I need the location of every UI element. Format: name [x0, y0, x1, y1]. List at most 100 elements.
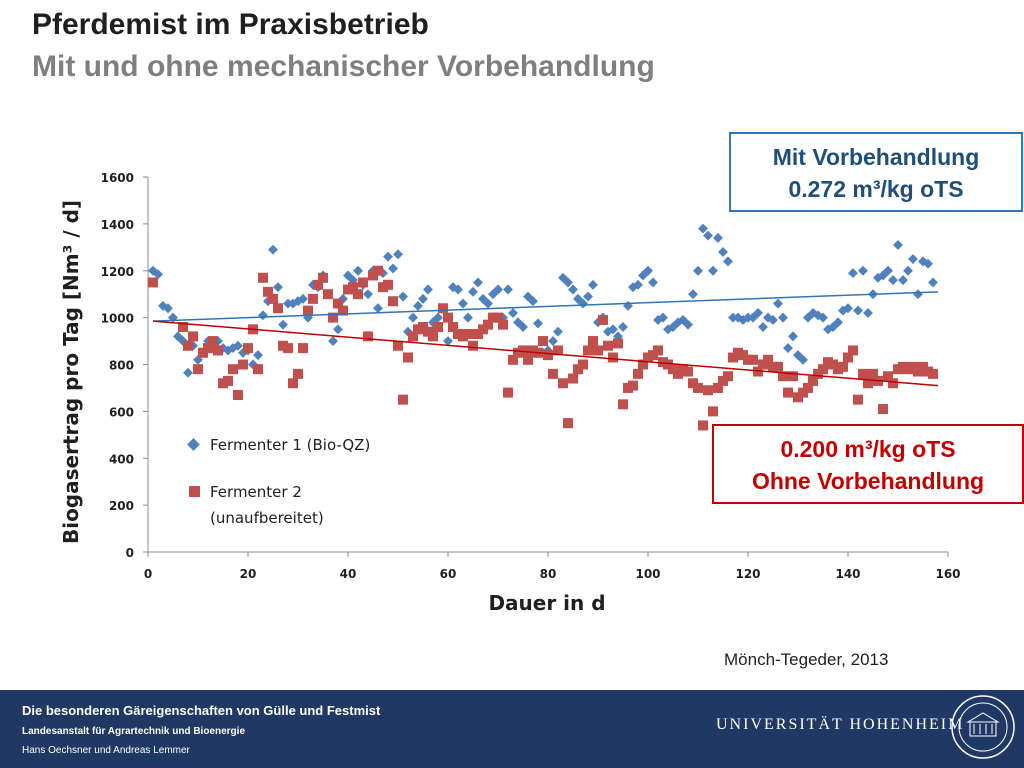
- data-point-fermenter-2: [383, 279, 393, 290]
- data-point-fermenter-1: [493, 284, 503, 295]
- data-point-fermenter-2: [468, 340, 478, 351]
- data-point-fermenter-2: [838, 361, 848, 372]
- data-point-fermenter-2: [463, 329, 473, 340]
- data-point-fermenter-1: [863, 307, 873, 318]
- legend-label-fermenter-1: Fermenter 1 (Bio-QZ): [210, 436, 370, 454]
- data-point-fermenter-1: [683, 319, 693, 330]
- data-point-fermenter-2: [213, 345, 223, 356]
- data-point-fermenter-2: [443, 312, 453, 323]
- data-point-fermenter-1: [753, 307, 763, 318]
- x-tick-label: 140: [835, 567, 860, 581]
- data-point-fermenter-2: [353, 289, 363, 300]
- data-point-fermenter-1: [568, 284, 578, 295]
- data-point-fermenter-2: [298, 343, 308, 354]
- data-point-fermenter-2: [253, 364, 263, 375]
- data-point-fermenter-2: [193, 364, 203, 375]
- data-point-fermenter-1: [783, 343, 793, 354]
- x-axis-label: Dauer in d: [488, 591, 605, 615]
- data-point-fermenter-1: [708, 265, 718, 276]
- data-point-fermenter-1: [468, 286, 478, 297]
- data-point-fermenter-1: [273, 282, 283, 293]
- data-point-fermenter-2: [693, 382, 703, 393]
- data-point-fermenter-2: [558, 378, 568, 389]
- data-point-fermenter-1: [903, 265, 913, 276]
- x-tick-label: 80: [540, 567, 557, 581]
- data-point-fermenter-2: [393, 340, 403, 351]
- data-point-fermenter-2: [233, 389, 243, 400]
- data-point-fermenter-1: [483, 298, 493, 309]
- data-point-fermenter-2: [388, 296, 398, 307]
- data-point-fermenter-2: [553, 345, 563, 356]
- y-tick-label: 1400: [101, 218, 134, 232]
- data-point-fermenter-1: [443, 336, 453, 347]
- x-tick-label: 60: [440, 567, 457, 581]
- data-point-fermenter-2: [628, 380, 638, 391]
- data-point-fermenter-2: [243, 343, 253, 354]
- data-point-fermenter-2: [853, 394, 863, 405]
- data-point-fermenter-1: [723, 256, 733, 267]
- data-point-fermenter-2: [808, 375, 818, 386]
- data-point-fermenter-2: [713, 382, 723, 393]
- y-tick-label: 0: [126, 546, 134, 560]
- data-point-fermenter-2: [448, 322, 458, 332]
- data-point-fermenter-1: [418, 293, 428, 304]
- data-point-fermenter-1: [278, 319, 288, 330]
- data-point-fermenter-1: [183, 367, 193, 378]
- data-point-fermenter-1: [853, 305, 863, 316]
- data-point-fermenter-2: [293, 368, 303, 379]
- data-point-fermenter-1: [503, 284, 513, 295]
- y-tick-label: 800: [109, 359, 134, 373]
- data-point-fermenter-1: [833, 317, 843, 328]
- page-title: Pferdemist im Praxisbetrieb: [32, 8, 429, 41]
- data-point-fermenter-1: [433, 312, 443, 323]
- data-point-fermenter-2: [238, 359, 248, 370]
- data-point-fermenter-2: [928, 368, 938, 379]
- callout-with-line2: 0.272 m³/kg oTS: [788, 176, 964, 202]
- data-point-fermenter-1: [283, 298, 293, 309]
- data-point-fermenter-1: [773, 298, 783, 309]
- data-point-fermenter-2: [653, 345, 663, 356]
- y-tick-label: 400: [109, 452, 134, 466]
- data-point-fermenter-1: [648, 277, 658, 288]
- data-point-fermenter-2: [868, 368, 878, 379]
- data-point-fermenter-1: [848, 268, 858, 279]
- data-point-fermenter-1: [253, 350, 263, 361]
- data-point-fermenter-1: [623, 300, 633, 311]
- data-point-fermenter-2: [773, 361, 783, 372]
- data-point-fermenter-1: [398, 291, 408, 302]
- data-point-fermenter-2: [273, 303, 283, 314]
- y-tick-label: 1200: [101, 265, 134, 279]
- x-tick-label: 40: [340, 567, 357, 581]
- data-point-fermenter-2: [723, 371, 733, 382]
- data-point-fermenter-1: [453, 284, 463, 295]
- data-point-fermenter-2: [323, 289, 333, 300]
- x-tick-label: 120: [735, 567, 760, 581]
- data-point-fermenter-2: [358, 277, 368, 288]
- data-point-fermenter-2: [223, 375, 233, 386]
- data-point-fermenter-2: [748, 354, 758, 365]
- trendline-fermenter-1: [152, 291, 939, 322]
- y-tick-label: 200: [109, 499, 134, 513]
- data-point-fermenter-1: [163, 303, 173, 314]
- data-point-fermenter-2: [333, 298, 343, 309]
- data-point-fermenter-2: [408, 331, 418, 342]
- data-point-fermenter-1: [268, 244, 278, 255]
- data-point-fermenter-2: [883, 371, 893, 382]
- data-point-fermenter-1: [563, 277, 573, 288]
- data-point-fermenter-2: [433, 322, 443, 332]
- data-point-fermenter-1: [703, 230, 713, 241]
- data-point-fermenter-1: [423, 284, 433, 295]
- data-point-fermenter-2: [568, 373, 578, 384]
- data-point-fermenter-2: [183, 340, 193, 351]
- callout-with-line1: Mit Vorbehandlung: [772, 144, 980, 170]
- data-point-fermenter-1: [643, 265, 653, 276]
- data-point-fermenter-2: [583, 345, 593, 356]
- data-point-fermenter-2: [598, 314, 608, 325]
- data-point-fermenter-1: [788, 331, 798, 342]
- data-point-fermenter-2: [288, 378, 298, 389]
- data-point-fermenter-2: [593, 345, 603, 356]
- data-point-fermenter-1: [728, 312, 738, 323]
- data-point-fermenter-2: [848, 345, 858, 356]
- data-point-fermenter-2: [203, 343, 213, 354]
- legend-label-fermenter-2-line1: Fermenter 2: [210, 483, 302, 501]
